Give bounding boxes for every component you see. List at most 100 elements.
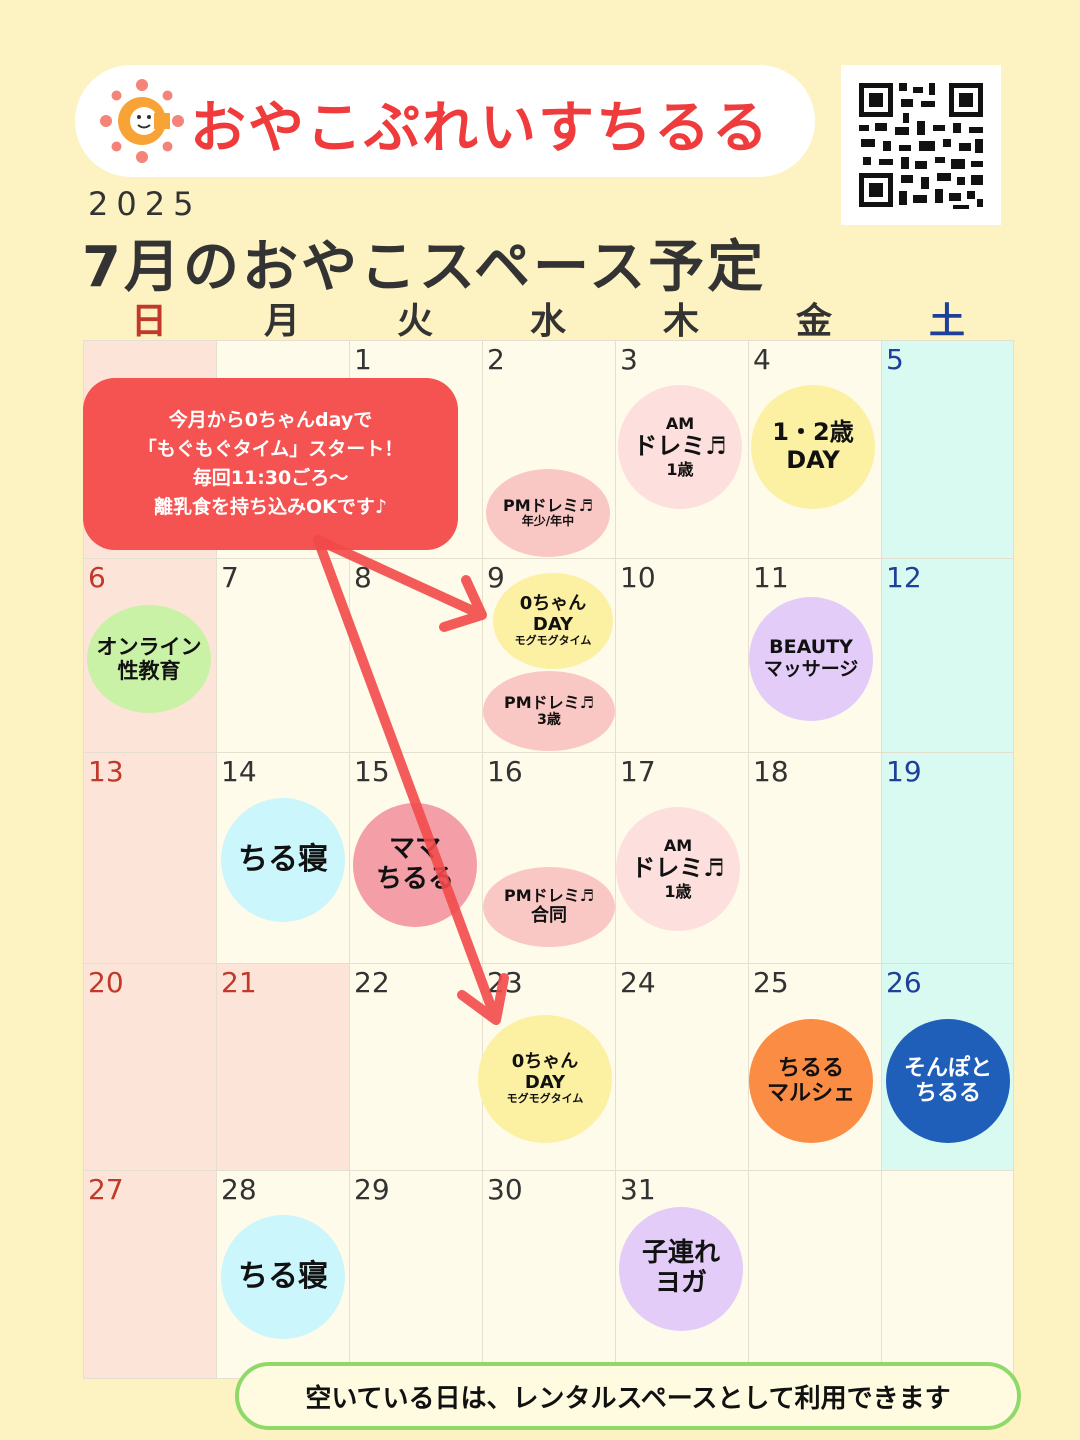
day-number: 2 <box>487 343 505 376</box>
day-cell-19: 19 <box>882 753 1014 964</box>
empty-cell <box>882 1171 1014 1379</box>
weekday-0: 日 <box>130 301 167 342</box>
weekday-header: 日月火水木金土 <box>83 292 1013 342</box>
notice-bubble: 今月から0ちゃんdayで「もぐもぐタイム」スタート！ 毎回11:30ごろ～ 離乳食を… <box>83 378 458 550</box>
event-label: ヨガ <box>654 1268 707 1298</box>
event-label: 0ちゃん <box>519 592 587 614</box>
event-label: ドレミ♬ <box>631 854 725 883</box>
day-number: 16 <box>487 755 523 788</box>
brand-header: おやこぷれいすちるる <box>75 65 815 177</box>
event-am-doremi-0717: AM ドレミ♬ 1歳 <box>616 807 740 931</box>
notice-line: 今月から0ちゃんdayで <box>168 409 373 431</box>
weekday-6: 土 <box>928 301 965 342</box>
day-cell-10: 10 <box>616 559 749 753</box>
day-number: 26 <box>886 966 922 999</box>
event-mama-chiruru-0715: ママ ちるる <box>353 803 477 927</box>
weekday-2: 火 <box>396 301 433 342</box>
day-number: 14 <box>221 755 257 788</box>
event-label: ドレミ♬ <box>633 432 727 461</box>
day-number: 31 <box>620 1173 656 1206</box>
day-cell-29: 29 <box>350 1171 483 1379</box>
day-cell-12: 12 <box>882 559 1014 753</box>
weekday-5: 金 <box>795 301 832 342</box>
day-cell-20: 20 <box>84 964 217 1171</box>
event-label: PMドレミ♬ <box>504 886 594 906</box>
event-label: モグモグタイム <box>506 1092 584 1106</box>
notice-line: 離乳食を持ち込みOKです♪ <box>153 496 387 518</box>
day-number: 9 <box>487 561 505 594</box>
event-pm-doremi-0709: PMドレミ♬ 3歳 <box>483 671 615 751</box>
notice-line: 毎回11:30ごろ～ <box>192 467 349 489</box>
day-cell-30: 30 <box>483 1171 616 1379</box>
event-label: 1歳 <box>664 881 692 901</box>
event-label: ちるる <box>375 864 454 894</box>
event-0chan-day-0709: 0ちゃん DAY モグモグタイム <box>493 573 613 669</box>
day-number: 11 <box>753 561 789 594</box>
event-label: 年少/年中 <box>521 514 575 529</box>
event-chiruru-marche-0725: ちるる マルシェ <box>749 1019 873 1143</box>
event-label: 合同 <box>531 904 567 926</box>
sun-logo-icon <box>100 79 184 163</box>
event-label: AM <box>663 835 693 855</box>
day-cell-22: 22 <box>350 964 483 1171</box>
day-number: 21 <box>221 966 257 999</box>
day-number: 3 <box>620 343 638 376</box>
day-number: 5 <box>886 343 904 376</box>
event-label: ちるる <box>777 1055 844 1081</box>
event-kozure-yoga-0731: 子連れ ヨガ <box>619 1207 743 1331</box>
event-online-sex-ed-0706: オンライン 性教育 <box>87 605 211 713</box>
day-cell-24: 24 <box>616 964 749 1171</box>
event-sonpo-chiruru-0726: そんぽと ちるる <box>886 1019 1010 1143</box>
event-label: DAY <box>532 613 574 635</box>
event-label: ちる寝 <box>238 1258 328 1294</box>
event-label: DAY <box>524 1071 566 1093</box>
day-number: 7 <box>221 561 239 594</box>
event-label: 1・2歳 <box>772 418 854 447</box>
day-number: 24 <box>620 966 656 999</box>
page-title: 7月のおやこスペース予定 <box>82 235 767 300</box>
day-number: 12 <box>886 561 922 594</box>
day-number: 10 <box>620 561 656 594</box>
event-label: オンライン <box>96 634 202 659</box>
day-number: 29 <box>354 1173 390 1206</box>
qr-code-icon[interactable] <box>841 65 1001 225</box>
event-label: AM <box>665 413 695 433</box>
event-pm-doremi-0716: PMドレミ♬ 合同 <box>483 867 615 947</box>
day-number: 27 <box>88 1173 124 1206</box>
event-chirune-0714: ちる寝 <box>221 798 345 922</box>
event-pm-doremi-0702: PMドレミ♬ 年少/年中 <box>486 469 610 557</box>
day-number: 13 <box>88 755 124 788</box>
day-number: 25 <box>753 966 789 999</box>
day-number: 4 <box>753 343 771 376</box>
year-label: 2025 <box>88 185 202 223</box>
event-label: 性教育 <box>117 659 181 683</box>
day-cell-7: 7 <box>217 559 350 753</box>
event-label: PMドレミ♬ <box>503 495 593 515</box>
day-number: 8 <box>354 561 372 594</box>
event-label: 3歳 <box>537 712 561 729</box>
day-number: 17 <box>620 755 656 788</box>
day-number: 28 <box>221 1173 257 1206</box>
empty-cell <box>749 1171 882 1379</box>
day-number: 1 <box>354 343 372 376</box>
event-label: ママ <box>388 834 441 865</box>
day-cell-27: 27 <box>84 1171 217 1379</box>
event-label: DAY <box>786 446 840 474</box>
day-number: 6 <box>88 561 106 594</box>
weekday-1: 月 <box>263 301 300 342</box>
day-cell-8: 8 <box>350 559 483 753</box>
event-label: BEAUTY <box>769 636 853 659</box>
day-cell-5: 5 <box>882 341 1014 559</box>
event-label: マルシェ <box>766 1081 855 1106</box>
day-number: 22 <box>354 966 390 999</box>
day-number: 20 <box>88 966 124 999</box>
event-0chan-day-0723: 0ちゃん DAY モグモグタイム <box>478 1015 612 1143</box>
event-label: ちるる <box>914 1081 981 1106</box>
event-label: そんぽと <box>903 1055 992 1081</box>
event-label: 0ちゃん <box>511 1050 579 1072</box>
event-am-doremi-0703: AM ドレミ♬ 1歳 <box>618 385 742 509</box>
event-label: モグモグタイム <box>514 634 592 648</box>
day-cell-18: 18 <box>749 753 882 964</box>
weekday-3: 水 <box>529 301 566 342</box>
notice-line: 「もぐもぐタイム」スタート！ <box>137 438 404 460</box>
